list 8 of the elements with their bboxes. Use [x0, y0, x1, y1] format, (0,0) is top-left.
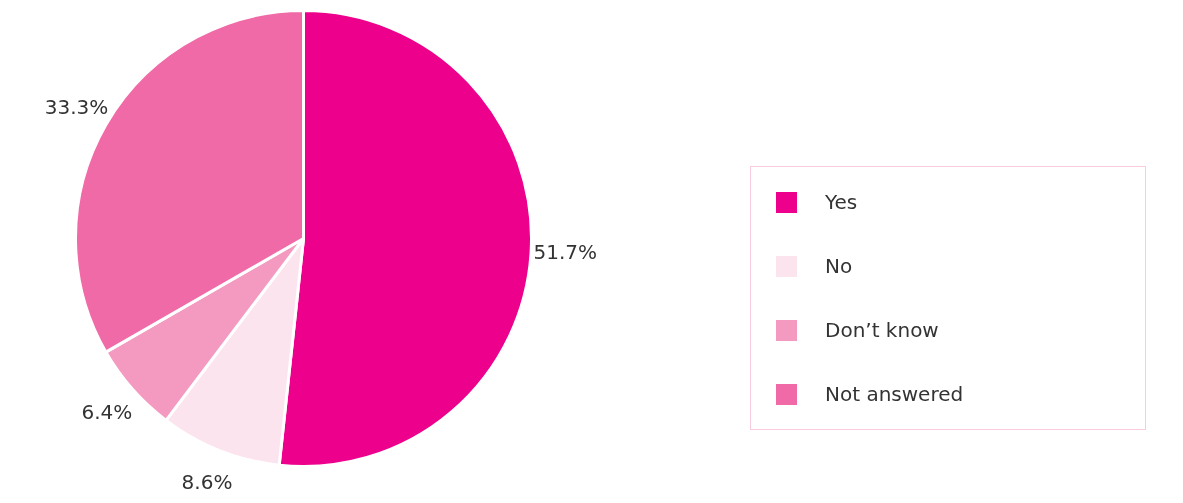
legend-label: Not answered	[825, 382, 965, 406]
legend-label: Don’t know	[825, 318, 940, 342]
data-label: 8.6%	[181, 470, 233, 495]
data-label: 51.7%	[533, 240, 598, 265]
legend-label: Yes	[825, 190, 859, 214]
data-label: 33.3%	[44, 95, 109, 120]
data-label: 6.4%	[81, 399, 133, 424]
legend-label: No	[825, 254, 854, 278]
